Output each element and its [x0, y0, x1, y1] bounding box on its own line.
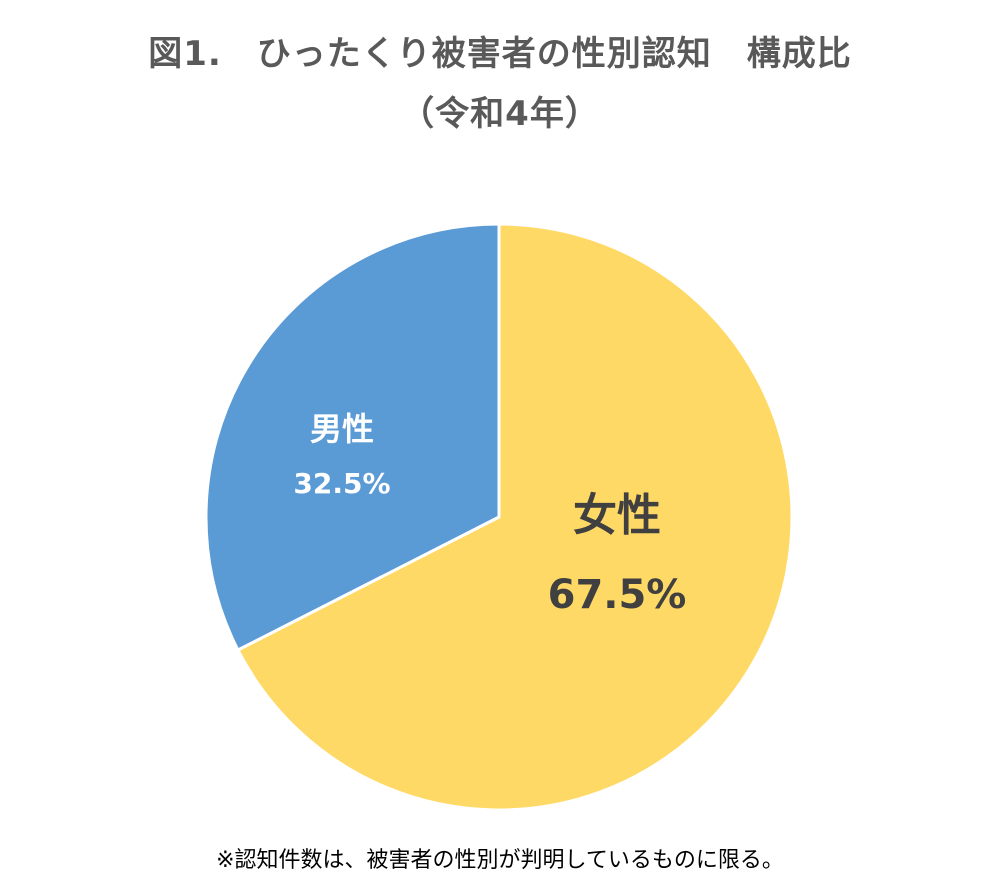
footnote: ※認知件数は、被害者の性別が判明しているものに限る。: [216, 848, 784, 873]
chart-title: 図1. ひったくり被害者の性別認知 構成比: [148, 34, 852, 74]
pie-slice-female: [236, 222, 794, 812]
male-data-label: 男性 32.5%: [293, 410, 390, 500]
pie-slice-male: [204, 222, 501, 652]
pie-slices: [204, 222, 794, 812]
male-label-percent: 32.5%: [293, 467, 390, 500]
female-label-name: 女性: [573, 490, 661, 541]
chart-subtitle: （令和4年）: [400, 94, 600, 134]
female-data-label: 女性 67.5%: [548, 490, 687, 618]
male-label-name: 男性: [310, 410, 374, 448]
female-label-percent: 67.5%: [548, 572, 687, 618]
